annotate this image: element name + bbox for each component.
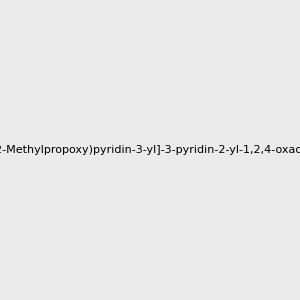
Text: 5-[2-(2-Methylpropoxy)pyridin-3-yl]-3-pyridin-2-yl-1,2,4-oxadiazole: 5-[2-(2-Methylpropoxy)pyridin-3-yl]-3-py… xyxy=(0,145,300,155)
